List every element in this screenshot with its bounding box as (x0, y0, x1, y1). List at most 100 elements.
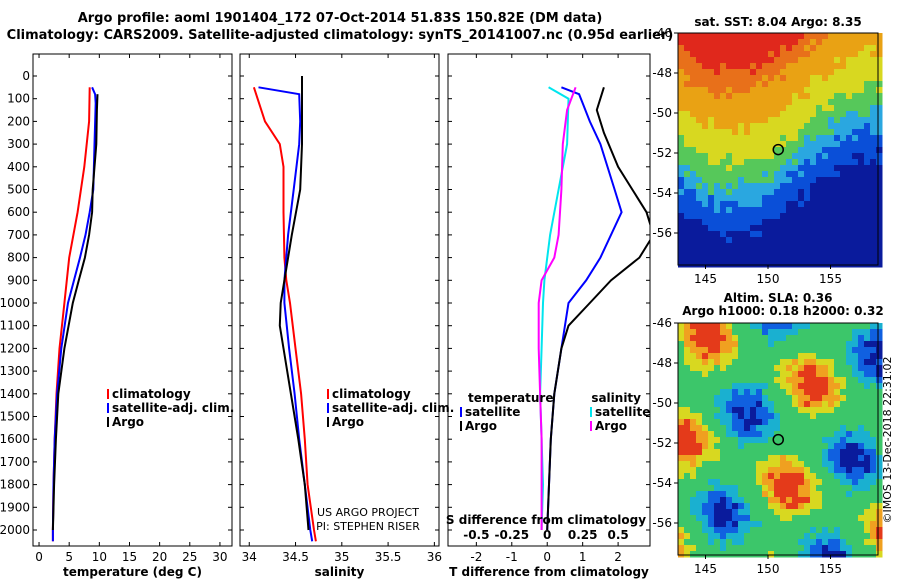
map-pixel (690, 75, 697, 82)
map-pixel (804, 165, 811, 172)
map-pixel (696, 129, 703, 136)
map-pixel (852, 177, 859, 184)
map-pixel (798, 207, 805, 214)
map-pixel (762, 213, 769, 220)
map-pixel (840, 335, 847, 342)
map-pixel (708, 237, 715, 244)
map-pixel (732, 141, 739, 148)
map-pixel (864, 515, 871, 522)
map-pixel (732, 527, 739, 534)
map-pixel (684, 87, 691, 94)
map-pixel (852, 159, 859, 166)
map-pixel (756, 371, 763, 378)
map-pixel (756, 503, 763, 510)
map-pixel (828, 389, 835, 396)
map-pixel (876, 449, 883, 456)
map-pixel (720, 353, 727, 360)
map-pixel (756, 75, 763, 82)
map-pixel (702, 255, 709, 262)
map-pixel (870, 443, 877, 450)
map-pixel (828, 527, 835, 534)
map-pixel (732, 485, 739, 492)
map-pixel (876, 261, 883, 268)
map-pixel (840, 177, 847, 184)
x-axis-label: salinity (315, 565, 365, 579)
map-pixel (840, 485, 847, 492)
map-pixel (732, 323, 739, 330)
map-pixel (756, 183, 763, 190)
map-pixel (738, 521, 745, 528)
map-pixel (714, 213, 721, 220)
map-pixel (786, 189, 793, 196)
map-pixel (852, 449, 859, 456)
map-pixel (840, 389, 847, 396)
map-pixel (822, 473, 829, 480)
map-pixel (732, 443, 739, 450)
map-pixel (786, 323, 793, 330)
map-pixel (786, 177, 793, 184)
map-pixel (762, 51, 769, 58)
map-pixel (864, 503, 871, 510)
map-pixel (792, 63, 799, 70)
map-x-tick-label: 150 (757, 562, 780, 576)
map-pixel (708, 93, 715, 100)
map-pixel (750, 69, 757, 76)
map-pixel (768, 503, 775, 510)
map-pixel (678, 183, 685, 190)
map-pixel (726, 201, 733, 208)
map-pixel (816, 111, 823, 118)
map-pixel (804, 431, 811, 438)
map-pixel (810, 419, 817, 426)
map-pixel (708, 117, 715, 124)
map-pixel (774, 527, 781, 534)
map-pixel (786, 449, 793, 456)
map-pixel (816, 63, 823, 70)
map-pixel (864, 231, 871, 238)
map-pixel (738, 449, 745, 456)
map-pixel (876, 323, 883, 330)
map-pixel (852, 545, 859, 552)
map-pixel (708, 497, 715, 504)
map-pixel (714, 171, 721, 178)
map-pixel (870, 87, 877, 94)
map-pixel (816, 153, 823, 160)
map-pixel (732, 231, 739, 238)
map-pixel (810, 33, 817, 40)
map-pixel (792, 159, 799, 166)
map-pixel (864, 359, 871, 366)
map-pixel (852, 431, 859, 438)
map-pixel (852, 237, 859, 244)
map-pixel (684, 243, 691, 250)
map-pixel (702, 503, 709, 510)
map-pixel (690, 231, 697, 238)
map-pixel (708, 347, 715, 354)
map-pixel (678, 341, 685, 348)
map-pixel (738, 407, 745, 414)
map-pixel (762, 353, 769, 360)
map-pixel (774, 455, 781, 462)
map-pixel (780, 467, 787, 474)
map-pixel (774, 401, 781, 408)
map-pixel (708, 383, 715, 390)
map-pixel (780, 407, 787, 414)
map-pixel (780, 261, 787, 268)
map-pixel (726, 141, 733, 148)
map-pixel (816, 509, 823, 516)
map-pixel (870, 545, 877, 552)
map-pixel (732, 479, 739, 486)
map-pixel (804, 75, 811, 82)
map-pixel (714, 105, 721, 112)
map-pixel (678, 509, 685, 516)
map-pixel (738, 443, 745, 450)
depth-tick-label: 1900 (0, 500, 30, 514)
map-pixel (714, 395, 721, 402)
map-pixel (684, 347, 691, 354)
map-pixel (804, 371, 811, 378)
map-pixel (840, 371, 847, 378)
map-pixel (726, 515, 733, 522)
map-pixel (744, 419, 751, 426)
map-pixel (690, 467, 697, 474)
map-pixel (732, 431, 739, 438)
map-pixel (726, 473, 733, 480)
map-pixel (738, 359, 745, 366)
